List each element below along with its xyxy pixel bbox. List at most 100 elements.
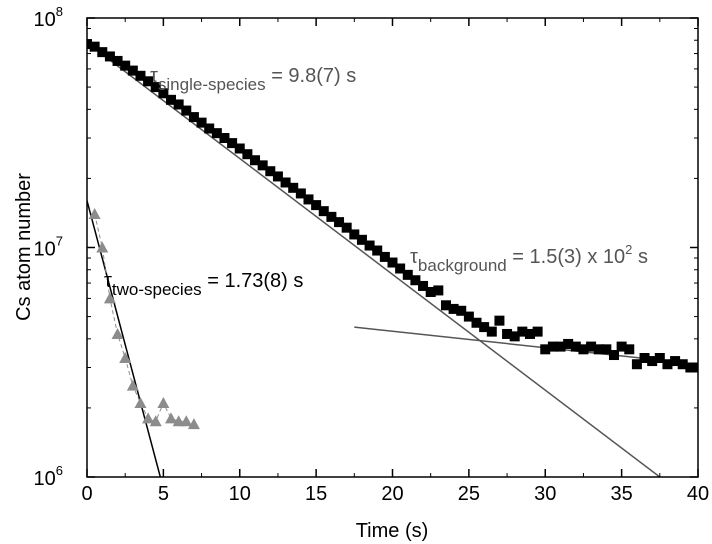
data-point-single-species bbox=[318, 206, 329, 217]
data-point-single-species bbox=[334, 217, 345, 228]
data-point-single-species bbox=[463, 311, 474, 322]
y-tick-label: 108 bbox=[34, 4, 63, 31]
y-tick-label: 106 bbox=[34, 463, 63, 490]
data-point-single-species bbox=[524, 328, 535, 339]
data-point-single-species bbox=[517, 326, 528, 337]
x-axis-label: Time (s) bbox=[356, 520, 429, 542]
data-point-single-species bbox=[326, 211, 337, 222]
data-point-single-species bbox=[586, 341, 597, 352]
data-point-single-species bbox=[104, 51, 115, 62]
data-point-single-species bbox=[502, 328, 513, 339]
data-point-single-species bbox=[532, 326, 543, 337]
data-point-two-species bbox=[111, 327, 124, 339]
data-point-single-species bbox=[188, 112, 199, 123]
data-point-single-species bbox=[173, 99, 184, 110]
y-tick-label: 107 bbox=[34, 234, 63, 261]
data-point-single-species bbox=[570, 341, 581, 352]
data-point-single-species bbox=[418, 280, 429, 291]
data-point-single-species bbox=[410, 275, 421, 286]
data-point-single-species bbox=[479, 322, 490, 333]
data-point-single-species bbox=[425, 286, 436, 297]
data-point-single-species bbox=[349, 229, 360, 240]
data-point-single-species bbox=[654, 353, 665, 364]
data-point-two-species bbox=[180, 415, 193, 427]
data-point-single-species bbox=[97, 47, 108, 58]
data-point-single-species bbox=[616, 341, 627, 352]
data-point-single-species bbox=[311, 200, 322, 211]
data-point-single-species bbox=[204, 123, 215, 134]
series-2-line bbox=[94, 213, 195, 425]
data-point-single-species bbox=[219, 133, 230, 144]
data-point-single-species bbox=[143, 76, 154, 87]
data-point-two-species bbox=[157, 397, 170, 409]
data-point-single-species bbox=[265, 166, 276, 177]
data-point-single-species bbox=[471, 317, 482, 328]
data-point-single-species bbox=[135, 70, 146, 81]
data-point-single-species bbox=[227, 138, 238, 149]
data-point-single-species bbox=[547, 341, 558, 352]
data-point-single-species bbox=[639, 353, 650, 364]
data-point-single-species bbox=[509, 331, 520, 342]
data-point-single-species bbox=[150, 82, 161, 93]
data-point-single-species bbox=[158, 88, 169, 99]
data-point-single-species bbox=[257, 160, 268, 171]
fit-line-2 bbox=[87, 200, 162, 477]
data-point-single-species bbox=[166, 94, 177, 105]
x-tick-label: 40 bbox=[687, 483, 709, 505]
data-point-single-species bbox=[563, 338, 574, 349]
data-point-single-species bbox=[211, 128, 222, 139]
data-point-single-species bbox=[440, 300, 451, 311]
data-point-single-species bbox=[89, 41, 100, 52]
data-point-single-species bbox=[181, 105, 192, 116]
data-point-single-species bbox=[295, 188, 306, 199]
data-point-single-species bbox=[127, 65, 138, 76]
data-point-single-species bbox=[578, 344, 589, 355]
annotation-single-species: τsingle-species = 9.8(7) s bbox=[150, 65, 356, 94]
x-tick-label: 15 bbox=[305, 483, 327, 505]
data-point-single-species bbox=[601, 344, 612, 355]
data-point-single-species bbox=[112, 55, 123, 66]
data-point-two-species bbox=[172, 415, 185, 427]
data-point-single-species bbox=[631, 359, 642, 370]
data-point-single-species bbox=[196, 117, 207, 128]
data-point-single-species bbox=[395, 263, 406, 274]
data-point-single-species bbox=[486, 326, 497, 337]
data-point-single-species bbox=[87, 39, 92, 50]
x-tick-label: 10 bbox=[229, 483, 251, 505]
data-point-single-species bbox=[250, 155, 261, 166]
data-point-single-species bbox=[272, 171, 283, 182]
x-tick-label: 5 bbox=[158, 483, 169, 505]
x-tick-label: 20 bbox=[381, 483, 403, 505]
annotation-two-species: τtwo-species = 1.73(8) s bbox=[104, 270, 303, 299]
data-point-single-species bbox=[234, 143, 245, 154]
data-point-single-species bbox=[364, 240, 375, 251]
data-point-single-species bbox=[608, 350, 619, 361]
x-tick-label: 35 bbox=[611, 483, 633, 505]
data-point-single-species bbox=[593, 344, 604, 355]
data-point-single-species bbox=[647, 356, 658, 367]
data-point-single-species bbox=[379, 251, 390, 262]
data-point-single-species bbox=[341, 222, 352, 233]
data-point-single-species bbox=[402, 269, 413, 280]
data-point-two-species bbox=[126, 379, 139, 391]
data-point-single-species bbox=[670, 356, 681, 367]
data-point-single-species bbox=[387, 257, 398, 268]
data-point-two-species bbox=[134, 397, 147, 409]
data-point-single-species bbox=[624, 344, 635, 355]
data-point-single-species bbox=[555, 341, 566, 352]
data-point-single-species bbox=[448, 303, 459, 314]
data-point-single-species bbox=[288, 182, 299, 193]
data-point-single-species bbox=[303, 194, 314, 205]
data-point-single-species bbox=[433, 285, 444, 296]
data-point-single-species bbox=[280, 177, 291, 188]
annotation-background: τbackground = 1.5(3) x 102 s bbox=[410, 242, 648, 275]
data-point-two-species bbox=[142, 412, 155, 424]
data-point-two-species bbox=[149, 415, 162, 427]
data-point-two-species bbox=[187, 418, 200, 430]
y-axis-label: Cs atom number bbox=[13, 173, 35, 321]
data-point-single-species bbox=[662, 359, 673, 370]
x-tick-label: 25 bbox=[458, 483, 480, 505]
data-point-two-species bbox=[103, 292, 116, 304]
data-point-two-species bbox=[88, 207, 101, 219]
